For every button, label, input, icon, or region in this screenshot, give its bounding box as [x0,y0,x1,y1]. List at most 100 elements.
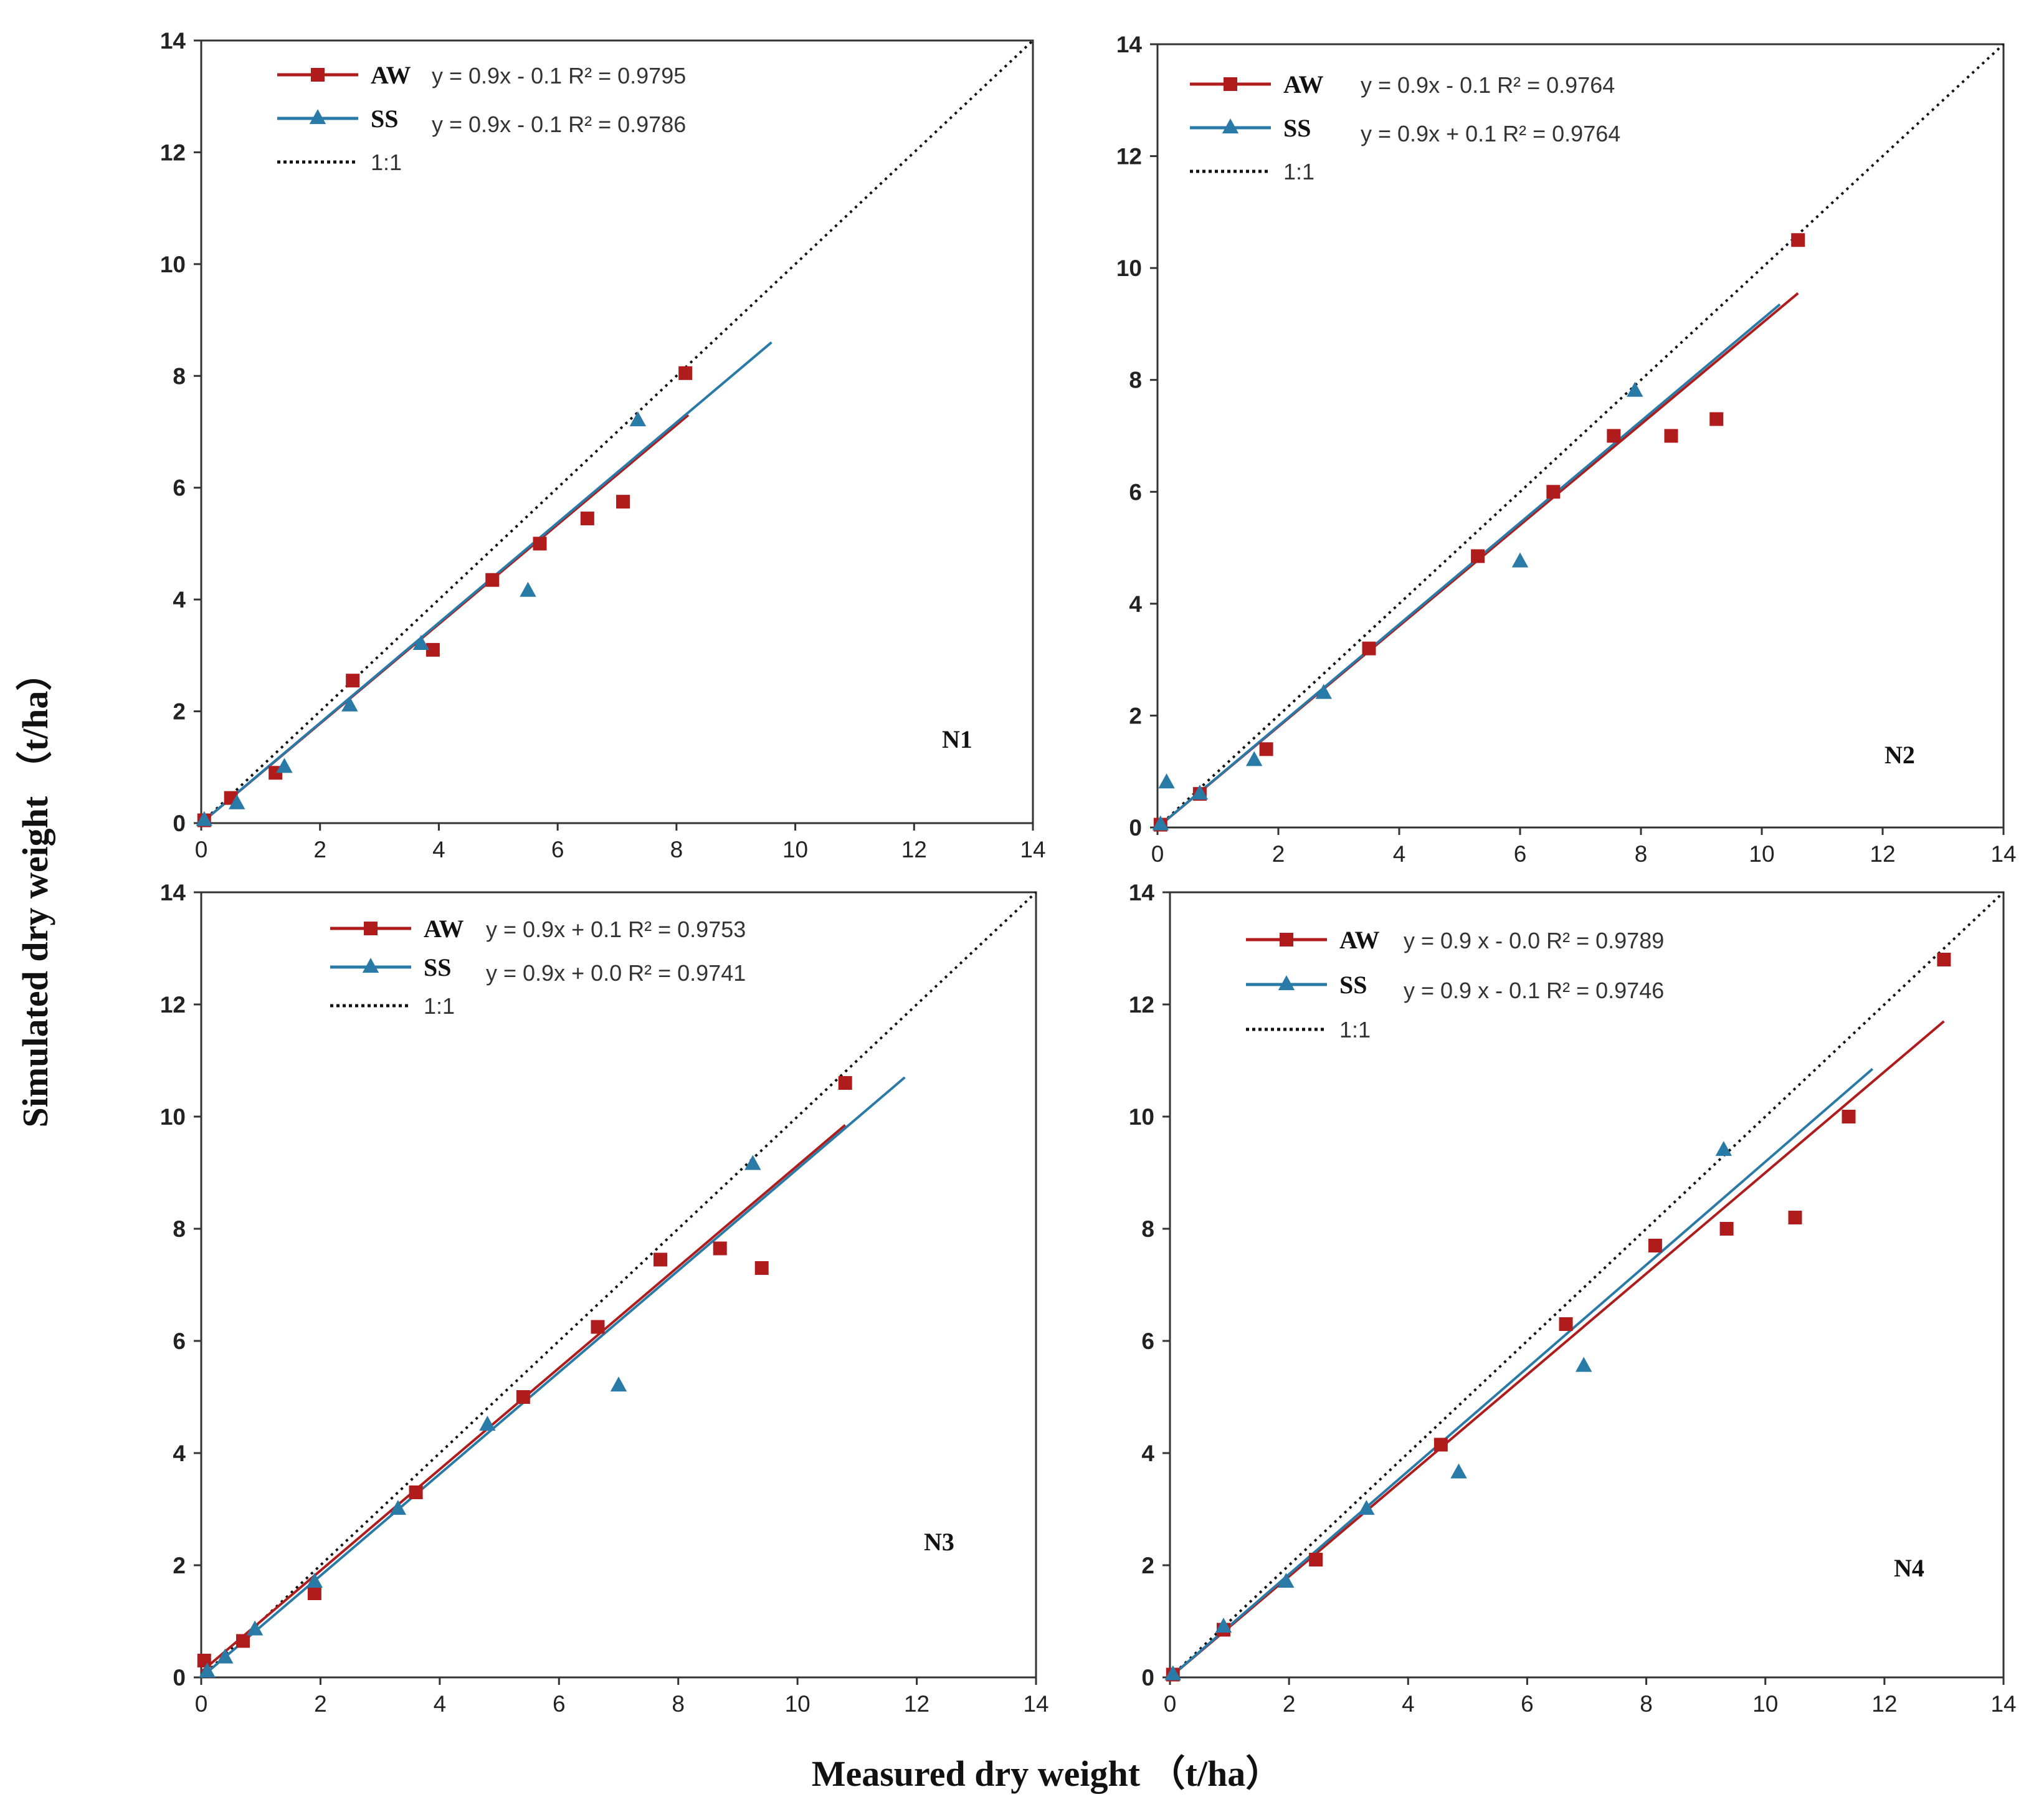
x-tick-label: 8 [1640,1691,1653,1717]
data-point-aw [1559,1317,1573,1331]
data-point-ss [389,1500,407,1515]
data-point-aw [1259,742,1273,756]
data-point-ss [479,1416,496,1431]
plot-frame [200,39,1034,824]
data-point-aw [1648,1239,1662,1252]
legend-label-one-to-one: 1:1 [424,993,455,1019]
y-tick-label: 4 [1129,591,1142,617]
data-point-aw [197,1654,211,1667]
data-point-ss [276,758,293,773]
legend-marker-aw [364,922,378,935]
legend-marker-aw [1224,77,1237,91]
fit-line-ss [200,1076,906,1679]
plot-frame [1169,891,2005,1679]
legend-marker-ss [1222,118,1239,134]
panel-label: N3 [924,1528,954,1556]
chart-panel-n4: 00 2 2 4 4 6 6 8 8 10 10 12 12 14 14 AW y = 0.9 x - 0.0 … [1129,880,2017,1717]
data-point-aw [1842,1110,1856,1123]
y-tick-label: 12 [1116,144,1142,169]
x-tick-label: 2 [313,837,326,862]
y-tick-label: 6 [173,1328,186,1354]
x-tick-label: 4 [1393,841,1406,867]
y-tick-label: 14 [1129,880,1155,905]
y-tick-label: 14 [160,28,186,54]
panel-label: N1 [942,725,972,753]
x-tick-label: 8 [1635,841,1648,867]
legend-label-aw: AW [1339,926,1379,954]
data-point-ss [1358,1500,1375,1515]
y-tick-label: 0 [1141,1665,1154,1690]
data-point-aw [516,1390,530,1404]
y-tick-label: 4 [173,1441,186,1466]
data-point-aw [616,495,630,509]
one-to-one-line [200,891,1037,1679]
data-point-aw [1791,233,1805,247]
data-point-ss [1152,815,1169,831]
y-tick-label: 0 [173,811,186,836]
legend-marker-ss [309,109,326,125]
chart-panel-n2: 00 2 2 4 4 6 6 8 8 10 10 12 12 14 14 AW y = 0.9x - 0.1 R… [1116,32,2017,867]
legend-marker-aw [311,68,325,82]
x-tick-label: 10 [785,1691,810,1717]
fit-line-aw [1169,1020,1945,1679]
plot-frame [1156,43,2005,829]
x-tick-label: 0 [195,1691,208,1717]
data-point-ss [610,1376,627,1392]
x-tick-label: 0 [195,837,208,862]
legend-equation-aw: y = 0.9x - 0.1 R² = 0.9795 [432,63,686,88]
panel-label: N2 [1885,741,1915,769]
data-point-ss [412,635,430,651]
y-tick-label: 10 [160,252,186,277]
data-point-aw [409,1485,423,1499]
x-tick-label: 10 [782,837,808,862]
data-point-aw [1362,641,1376,656]
y-axis-title: Simulated dry weight （t/ha） [15,655,55,1128]
data-point-aw [346,674,360,688]
legend-label-one-to-one: 1:1 [1339,1017,1371,1042]
y-tick-label: 2 [173,699,186,725]
x-tick-label: 10 [1752,1691,1778,1717]
data-point-ss [629,411,647,427]
one-to-one-line [1169,891,2005,1679]
legend-equation-ss: y = 0.9 x - 0.1 R² = 0.9746 [1404,978,1664,1003]
data-point-aw [1709,412,1724,426]
data-point-ss [306,1573,323,1588]
data-point-ss [229,794,245,809]
data-point-ss [1627,381,1643,397]
data-point-aw [533,536,547,551]
legend-equation-aw: y = 0.9x + 0.1 R² = 0.9753 [486,917,746,942]
x-tick-label: 6 [1514,841,1527,867]
data-point-ss [199,1662,216,1678]
data-point-aw [1937,953,1951,966]
legend-label-one-to-one: 1:1 [371,150,402,175]
x-tick-label: 10 [1749,841,1774,867]
data-point-aw [1664,429,1678,443]
data-point-aw [425,642,440,657]
y-tick-label: 14 [160,880,186,905]
data-point-aw [713,1241,727,1256]
data-point-aw [1309,1553,1323,1566]
data-point-ss [744,1155,761,1170]
data-point-ss [1158,773,1175,789]
legend-label-ss: SS [1339,971,1367,999]
data-point-ss [1246,751,1263,766]
y-tick-label: 4 [1141,1441,1154,1466]
y-tick-label: 8 [1141,1216,1154,1242]
legend-equation-aw: y = 0.9 x - 0.0 R² = 0.9789 [1404,928,1664,953]
x-tick-label: 2 [1272,841,1285,867]
data-point-aw [1788,1211,1802,1224]
x-tick-label: 6 [553,1691,566,1717]
x-tick-label: 4 [1402,1691,1415,1717]
data-point-ss [1715,1141,1733,1156]
y-tick-label: 10 [160,1104,186,1130]
data-point-aw [307,1586,321,1600]
legend-label-one-to-one: 1:1 [1283,159,1314,184]
y-tick-label: 8 [173,1216,186,1242]
y-tick-label: 6 [173,475,186,501]
x-tick-label: 14 [1990,1691,2016,1717]
data-point-aw [1471,549,1485,563]
data-point-ss [246,1620,264,1636]
data-point-ss [1511,552,1529,568]
x-axis-title: Measured dry weight （t/ha） [812,1753,1282,1794]
